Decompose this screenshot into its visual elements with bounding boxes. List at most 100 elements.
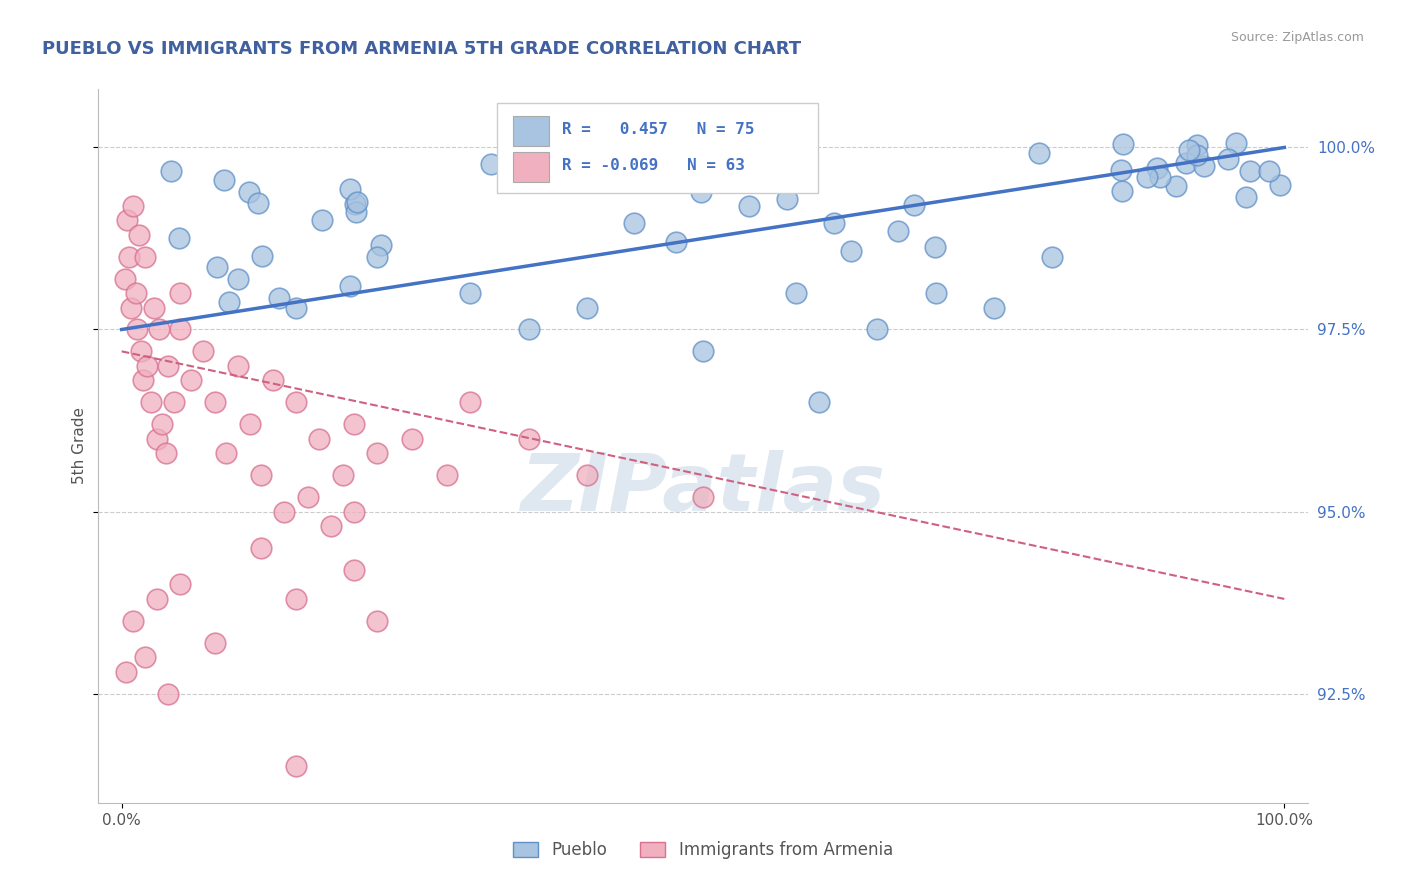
Point — [157, 359, 180, 373]
Point — [212, 173, 235, 187]
Text: R = -0.069   N = 63: R = -0.069 N = 63 — [561, 158, 744, 173]
Point — [204, 635, 226, 649]
Point — [1040, 250, 1063, 264]
Point — [610, 175, 633, 189]
Point — [169, 286, 191, 301]
Point — [134, 650, 156, 665]
Point — [308, 432, 330, 446]
Point — [204, 395, 226, 409]
Point — [339, 279, 361, 293]
Point — [551, 174, 574, 188]
Point — [1270, 178, 1292, 192]
Point — [1136, 170, 1159, 185]
Point — [785, 286, 807, 301]
Point — [1175, 156, 1198, 170]
Point — [665, 235, 688, 250]
Point — [273, 504, 295, 518]
Point — [983, 301, 1005, 315]
Point — [157, 687, 180, 701]
Y-axis label: 5th Grade: 5th Grade — [72, 408, 87, 484]
Point — [692, 490, 714, 504]
Point — [401, 432, 423, 446]
Point — [250, 541, 273, 555]
Point — [163, 395, 186, 409]
Point — [114, 271, 136, 285]
Point — [339, 182, 361, 196]
Point — [1178, 143, 1201, 157]
Point — [122, 199, 145, 213]
Point — [239, 417, 262, 432]
Point — [370, 238, 392, 252]
Text: R =   0.457   N = 75: R = 0.457 N = 75 — [561, 122, 754, 137]
Point — [131, 344, 153, 359]
Point — [118, 250, 141, 264]
Point — [343, 417, 366, 432]
Point — [155, 446, 177, 460]
Point — [460, 395, 482, 409]
Text: ZIPatlas: ZIPatlas — [520, 450, 886, 528]
Point — [436, 468, 458, 483]
Text: Source: ZipAtlas.com: Source: ZipAtlas.com — [1230, 31, 1364, 45]
Point — [128, 227, 150, 242]
Point — [808, 395, 831, 409]
Point — [344, 204, 367, 219]
Point — [297, 490, 319, 504]
Point — [662, 158, 685, 172]
Legend: Pueblo, Immigrants from Armenia: Pueblo, Immigrants from Armenia — [506, 835, 900, 866]
FancyBboxPatch shape — [513, 152, 550, 182]
Point — [205, 260, 228, 275]
Point — [238, 185, 260, 199]
Point — [1146, 161, 1168, 175]
Point — [169, 577, 191, 591]
Point — [1187, 138, 1209, 153]
Point — [1218, 153, 1240, 167]
Point — [924, 239, 946, 253]
Point — [623, 216, 645, 230]
Point — [131, 374, 153, 388]
Point — [460, 286, 482, 301]
Point — [343, 504, 366, 518]
Point — [1166, 179, 1188, 194]
Point — [319, 519, 342, 533]
Point — [655, 145, 678, 159]
Point — [1192, 160, 1215, 174]
Point — [145, 591, 167, 606]
Point — [267, 291, 290, 305]
Point — [1149, 169, 1171, 184]
Point — [180, 374, 202, 388]
Point — [1225, 136, 1247, 150]
Point — [120, 301, 142, 315]
Point — [250, 468, 273, 483]
Point — [657, 169, 679, 183]
Point — [1239, 164, 1261, 178]
FancyBboxPatch shape — [498, 103, 818, 193]
Point — [1028, 146, 1050, 161]
Text: PUEBLO VS IMMIGRANTS FROM ARMENIA 5TH GRADE CORRELATION CHART: PUEBLO VS IMMIGRANTS FROM ARMENIA 5TH GR… — [42, 40, 801, 58]
Point — [903, 198, 925, 212]
Point — [738, 199, 761, 213]
Point — [823, 216, 845, 230]
Point — [139, 395, 162, 409]
Point — [134, 250, 156, 264]
Point — [115, 665, 138, 679]
Point — [250, 249, 273, 263]
Point — [690, 185, 713, 199]
Point — [1234, 190, 1257, 204]
Point — [169, 231, 191, 245]
FancyBboxPatch shape — [513, 116, 550, 146]
Point — [575, 468, 598, 483]
Point — [226, 271, 249, 285]
Point — [776, 193, 799, 207]
Point — [839, 244, 862, 258]
Point — [169, 322, 191, 336]
Point — [122, 614, 145, 628]
Point — [1185, 147, 1208, 161]
Point — [215, 446, 238, 460]
Point — [1111, 184, 1133, 198]
Point — [346, 194, 368, 209]
Point — [311, 213, 333, 227]
Point — [226, 359, 249, 373]
Point — [517, 322, 540, 336]
Point — [924, 286, 946, 301]
Point — [285, 301, 308, 315]
